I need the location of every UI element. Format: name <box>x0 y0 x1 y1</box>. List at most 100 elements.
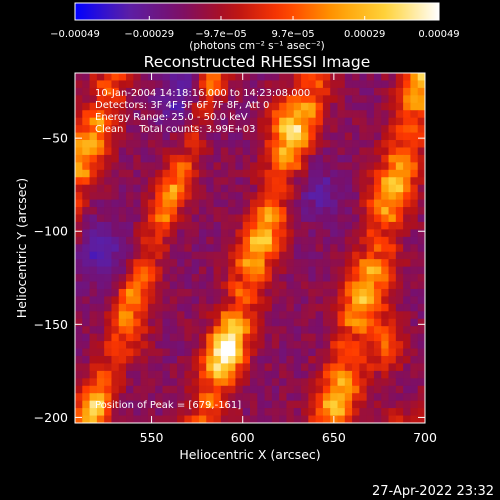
heatmap-cell <box>198 80 207 89</box>
heatmap-cell <box>250 132 258 141</box>
heatmap-cell <box>220 311 229 320</box>
heatmap-cell <box>228 199 237 208</box>
heatmap-cell <box>89 117 98 126</box>
heatmap-cell <box>220 251 229 260</box>
heatmap-cell <box>213 95 222 104</box>
heatmap-cell <box>344 355 353 365</box>
heatmap-cell <box>271 199 280 208</box>
heatmap-cell <box>322 244 331 253</box>
heatmap-cell <box>395 199 404 208</box>
heatmap-cell <box>301 370 309 379</box>
heatmap-cell <box>381 341 390 350</box>
heatmap-cell <box>279 266 288 275</box>
heatmap-cell <box>410 400 419 409</box>
heatmap-cell <box>337 214 346 223</box>
heatmap-cell <box>279 214 288 223</box>
heatmap-cell <box>177 303 185 312</box>
heatmap-cell <box>191 110 200 119</box>
heatmap-cell <box>104 192 113 201</box>
heatmap-cell <box>330 214 339 223</box>
heatmap-cell <box>191 214 200 223</box>
heatmap-cell <box>75 244 83 253</box>
heatmap-cell <box>111 177 120 186</box>
heatmap-cell <box>220 221 229 230</box>
heatmap-cell <box>140 73 149 82</box>
heatmap-cell <box>228 132 237 141</box>
heatmap-cell <box>104 274 113 283</box>
heatmap-cell <box>293 244 302 253</box>
heatmap-cell <box>395 311 404 320</box>
heatmap-cell <box>293 393 302 402</box>
heatmap-cell <box>147 333 156 342</box>
heatmap-cell <box>410 341 419 350</box>
heatmap-cell <box>395 378 404 387</box>
heatmap-cell <box>104 244 113 253</box>
heatmap-cell <box>425 334 433 342</box>
heatmap-cell <box>111 326 120 335</box>
heatmap-cell <box>395 229 404 238</box>
heatmap-cell <box>126 259 134 268</box>
heatmap-cell <box>286 333 295 342</box>
heatmap-cell <box>104 363 113 372</box>
heatmap-cell <box>228 259 237 268</box>
heatmap-cell <box>104 326 113 335</box>
heatmap-cell <box>315 408 324 417</box>
heatmap-cell <box>213 154 222 163</box>
x-tick-label: 650 <box>322 430 346 445</box>
heatmap-cell <box>381 251 390 260</box>
heatmap-cell <box>366 110 375 119</box>
heatmap-cell <box>75 333 83 342</box>
heatmap-cell <box>126 199 134 208</box>
heatmap-cell <box>322 348 331 357</box>
heatmap-cell <box>206 259 215 268</box>
heatmap-cell <box>322 326 331 335</box>
heatmap-cell <box>206 214 215 223</box>
heatmap-cell <box>322 214 331 223</box>
heatmap-cell <box>147 281 156 290</box>
heatmap-cell <box>359 207 368 216</box>
heatmap-cell <box>388 140 397 149</box>
heatmap-cell <box>126 393 134 402</box>
heatmap-cell <box>373 318 382 327</box>
heatmap-cell <box>264 199 273 208</box>
heatmap-cell <box>162 110 171 119</box>
heatmap-cell <box>169 110 178 119</box>
heatmap-cell <box>395 236 404 245</box>
heatmap-cell <box>279 385 288 394</box>
heatmap-cell <box>366 318 375 327</box>
heatmap-cell <box>89 311 98 320</box>
heatmap-cell <box>235 229 244 238</box>
heatmap-cell <box>395 73 404 82</box>
heatmap-cell <box>104 378 113 387</box>
heatmap-cell <box>425 401 433 409</box>
heatmap-cell <box>257 393 266 402</box>
colorbar-tick-label: −0.00029 <box>124 29 174 40</box>
heatmap-cell <box>206 296 215 305</box>
heatmap-cell <box>82 348 91 357</box>
heatmap-cell <box>315 125 324 134</box>
heatmap-cell <box>155 311 164 320</box>
heatmap-cell <box>235 154 244 163</box>
heatmap-cell <box>147 117 156 126</box>
heatmap-cell <box>381 281 390 290</box>
heatmap-cell <box>403 236 412 245</box>
heatmap-cell <box>140 281 149 290</box>
heatmap-cell <box>388 95 397 104</box>
heatmap-cell <box>359 154 368 163</box>
heatmap-cell <box>126 251 134 260</box>
heatmap-cell <box>322 73 331 82</box>
heatmap-cell <box>206 162 215 171</box>
heatmap-cell <box>271 117 280 126</box>
heatmap-cell <box>206 117 215 126</box>
heatmap-cell <box>337 125 346 134</box>
heatmap-cell <box>118 184 127 193</box>
heatmap-cell <box>213 184 222 193</box>
heatmap-cell <box>162 266 171 275</box>
heatmap-cell <box>155 236 164 245</box>
heatmap-cell <box>337 348 346 357</box>
heatmap-cell <box>373 288 382 298</box>
heatmap-cell <box>118 288 127 298</box>
heatmap-cell <box>162 326 171 335</box>
heatmap-cell <box>206 125 215 134</box>
heatmap-cell <box>250 229 258 238</box>
